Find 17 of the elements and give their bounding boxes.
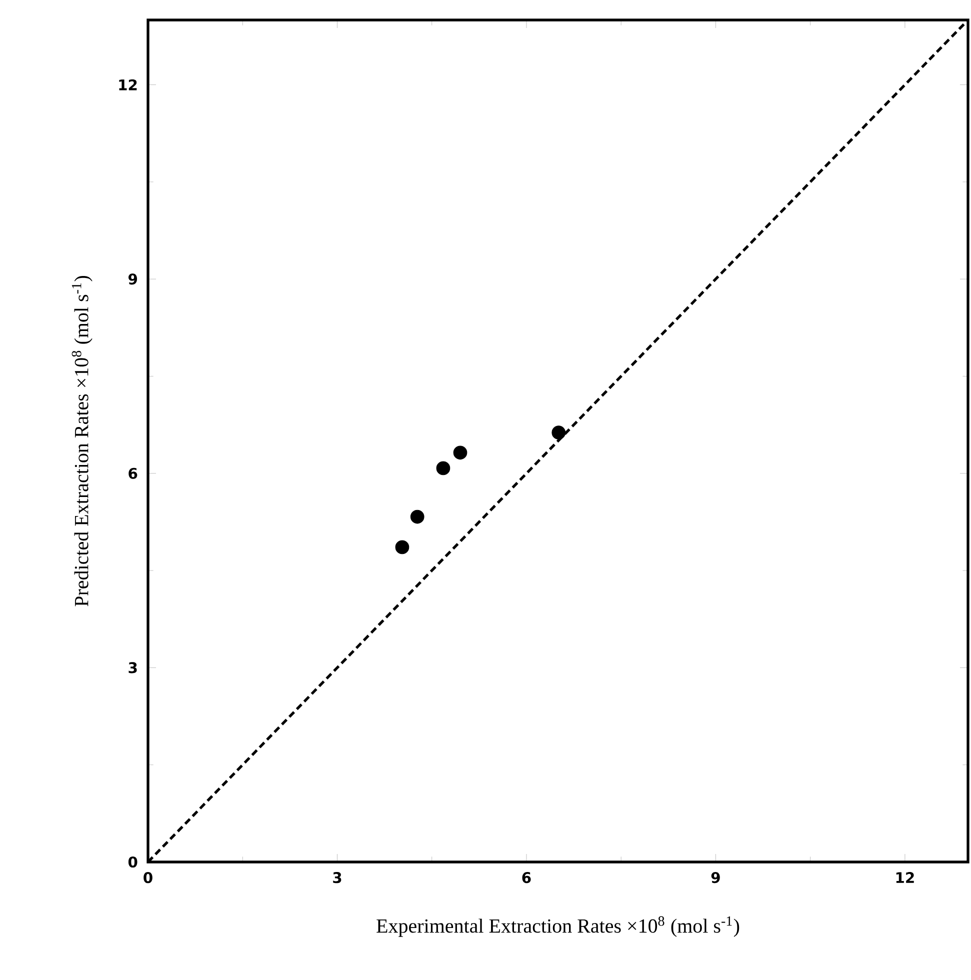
y-axis-title: Predicted Extraction Rates ×10$^{8}$ (mol s$^{-1}$)	[72, 276, 92, 606]
point	[453, 446, 468, 460]
x-tick-label: 0	[144, 872, 152, 884]
point	[410, 510, 424, 524]
x-tick-label: 3	[333, 872, 342, 884]
x-tick-label: 9	[711, 872, 720, 884]
point	[552, 426, 566, 440]
y-tick-label: 12	[119, 79, 137, 90]
y-tick-label: 0	[128, 856, 138, 868]
x-tick-label: 12	[896, 872, 914, 883]
y-tick-label: 9	[128, 274, 138, 285]
y-tick-label: 6	[128, 468, 138, 479]
x-axis-title: Experimental Extraction Rates ×10$^{8}$ (mol s$^{-1}$)	[376, 916, 740, 937]
point	[395, 540, 410, 554]
y-tick-label: 3	[128, 662, 137, 674]
point	[436, 461, 450, 476]
x-tick-label: 6	[522, 872, 531, 884]
